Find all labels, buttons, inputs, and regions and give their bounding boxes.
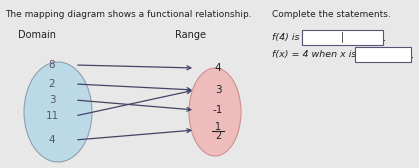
Text: Domain: Domain bbox=[18, 30, 56, 40]
Text: 1: 1 bbox=[215, 122, 221, 132]
Ellipse shape bbox=[189, 68, 241, 156]
Text: 8: 8 bbox=[49, 60, 55, 70]
Text: The mapping diagram shows a functional relationship.: The mapping diagram shows a functional r… bbox=[5, 10, 252, 19]
Text: 3: 3 bbox=[215, 85, 221, 95]
Text: 4: 4 bbox=[215, 63, 221, 73]
Text: Complete the statements.: Complete the statements. bbox=[272, 10, 391, 19]
FancyBboxPatch shape bbox=[354, 47, 411, 61]
Text: f(4) is: f(4) is bbox=[272, 33, 300, 42]
Text: .: . bbox=[383, 33, 386, 43]
Text: 3: 3 bbox=[49, 95, 55, 105]
FancyBboxPatch shape bbox=[302, 30, 383, 45]
Text: .: . bbox=[411, 50, 414, 60]
Ellipse shape bbox=[24, 62, 92, 162]
Text: 11: 11 bbox=[45, 111, 59, 121]
Text: 2: 2 bbox=[215, 131, 221, 141]
Text: -1: -1 bbox=[213, 105, 223, 115]
Text: 4: 4 bbox=[49, 135, 55, 145]
Text: 2: 2 bbox=[49, 79, 55, 89]
Text: Range: Range bbox=[175, 30, 206, 40]
Text: f(x) = 4 when x is: f(x) = 4 when x is bbox=[272, 50, 357, 59]
